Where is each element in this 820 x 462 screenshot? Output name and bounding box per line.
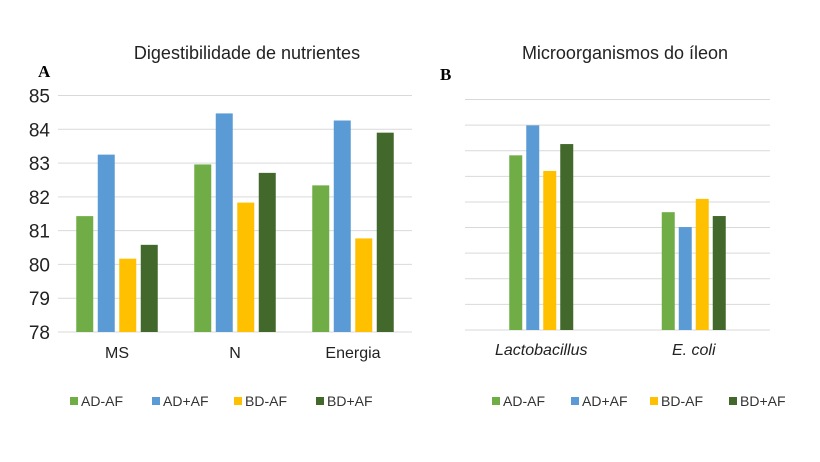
legend-swatch <box>650 397 658 405</box>
legend-label: AD-AF <box>503 393 545 409</box>
legend-swatch <box>316 397 324 405</box>
bar-bd-af <box>543 170 557 330</box>
y-tick-label: 82 <box>29 188 50 209</box>
legend-swatch <box>234 397 242 405</box>
y-tick-label: 79 <box>29 289 50 310</box>
panel-label-a: A <box>38 62 51 81</box>
bar-ad-af <box>194 164 212 332</box>
bar-adplusaf <box>97 154 115 332</box>
legend-swatch <box>70 397 78 405</box>
chart-a: 78 79 80 81 82 83 84 85 MS N Energia AD-AF AD+AF BD-A… <box>29 87 412 409</box>
bar-ad-af <box>312 185 330 332</box>
chart-b: Lactobacillus E. coli AD-AF AD+AF BD-AF BD+AF <box>465 99 786 409</box>
bar-bdplusaf <box>560 144 574 330</box>
y-tick-label: 81 <box>29 222 50 243</box>
bar-ad-af <box>509 155 523 330</box>
bar-ad-af <box>76 216 94 332</box>
bar-bd-af <box>695 198 709 330</box>
bar-bdplusaf <box>712 216 726 330</box>
legend-label: BD+AF <box>740 393 786 409</box>
y-tick-label: 78 <box>29 323 50 344</box>
y-tick-label: 83 <box>29 154 50 175</box>
bar-bd-af <box>355 238 373 332</box>
x-category-label: E. coli <box>672 342 716 359</box>
bar-ad-af <box>661 212 675 330</box>
bar-adplusaf <box>526 125 540 331</box>
legend-swatch <box>571 397 579 405</box>
y-tick-label: 85 <box>29 87 50 108</box>
legend-label: BD-AF <box>661 393 703 409</box>
bar-adplusaf <box>678 227 692 330</box>
legend-swatch <box>152 397 160 405</box>
chart-b-title: Microorganismos do íleon <box>522 43 728 63</box>
x-category-label: Energia <box>325 345 380 362</box>
legend-label: AD-AF <box>81 393 123 409</box>
x-category-label: MS <box>105 345 129 362</box>
bar-adplusaf <box>333 120 351 332</box>
panel-label-b: B <box>440 65 451 84</box>
legend-swatch <box>729 397 737 405</box>
chart-a-title: Digestibilidade de nutrientes <box>134 43 360 63</box>
x-category-label: N <box>229 345 241 362</box>
bar-bd-af <box>237 202 255 332</box>
y-tick-label: 80 <box>29 255 50 276</box>
y-tick-label: 84 <box>29 120 51 141</box>
bar-bdplusaf <box>376 132 394 332</box>
bar-bd-af <box>119 258 137 332</box>
legend-label: BD+AF <box>327 393 373 409</box>
legend-swatch <box>492 397 500 405</box>
legend-label: AD+AF <box>163 393 209 409</box>
x-category-label: Lactobacillus <box>495 342 588 359</box>
bar-bdplusaf <box>258 172 276 332</box>
legend-label: AD+AF <box>582 393 628 409</box>
bar-bdplusaf <box>140 244 158 332</box>
bar-adplusaf <box>215 113 233 332</box>
legend-label: BD-AF <box>245 393 287 409</box>
